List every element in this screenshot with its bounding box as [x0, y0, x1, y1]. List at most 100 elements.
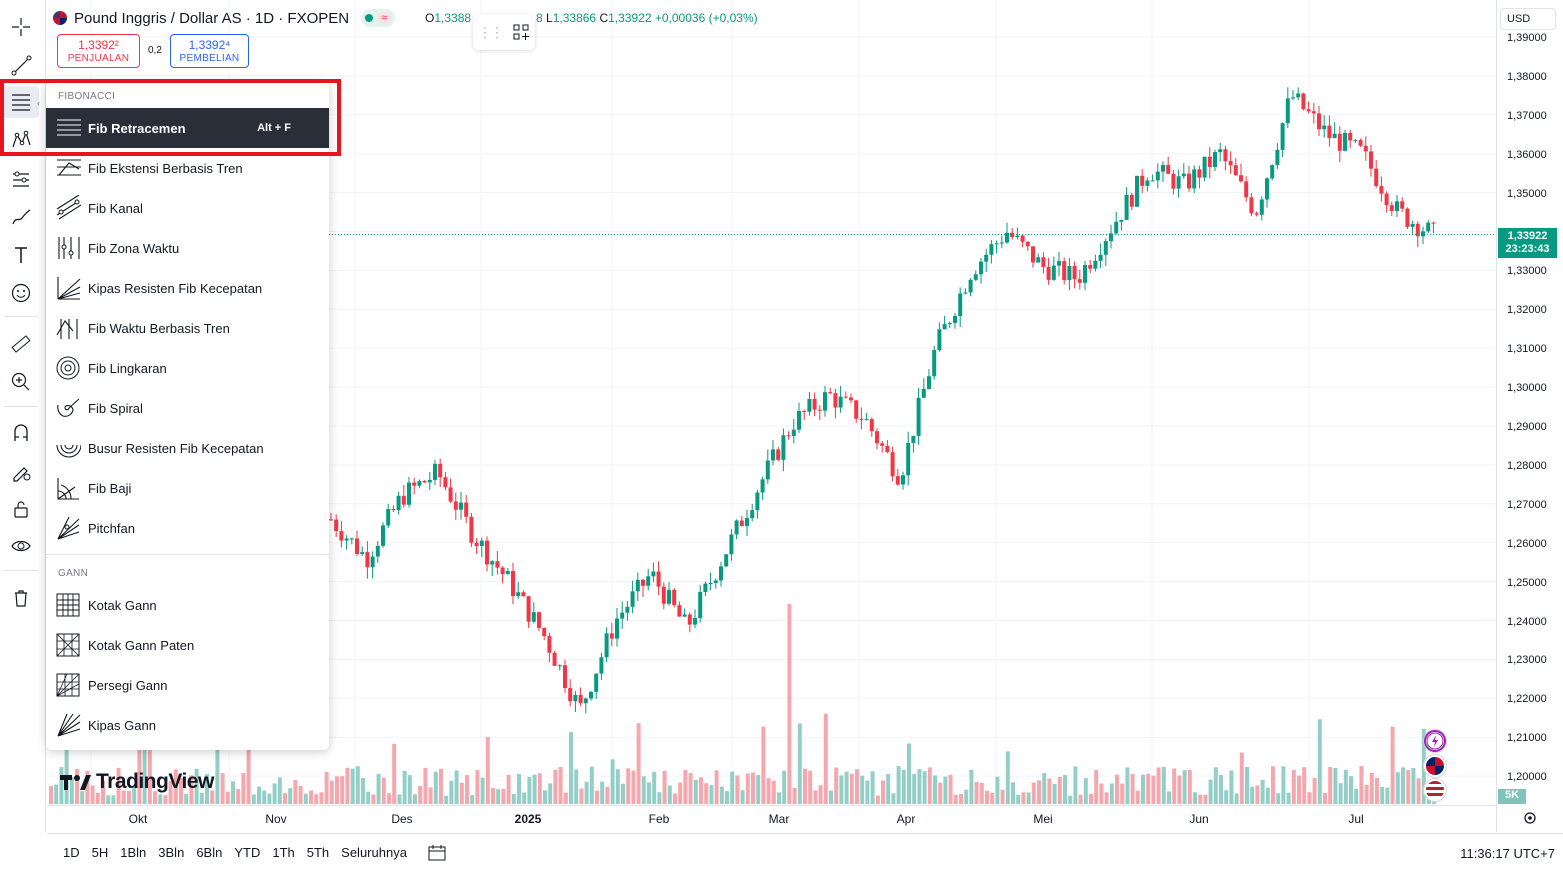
candle-body [370, 556, 375, 568]
menu-item-fib-channel[interactable]: Fib Kanal [46, 188, 329, 228]
candle-body [1327, 125, 1332, 139]
volume-bar [517, 774, 521, 804]
volume-bar [454, 770, 459, 804]
menu-item-gann-square[interactable]: Persegi Gann [46, 665, 329, 705]
volume-bar [64, 729, 69, 804]
clock[interactable]: 11:36:17 UTC+7 [1460, 846, 1555, 861]
gann-fan-icon [54, 711, 82, 739]
volume-bar [1364, 784, 1369, 804]
date-range-icon[interactable] [427, 843, 447, 863]
range-button[interactable]: 5Th [306, 845, 330, 860]
volume-bar [953, 794, 958, 804]
lock-icon[interactable] [3, 493, 39, 525]
fibonacci-tool-icon[interactable] [3, 86, 39, 118]
menu-item-gann-fan[interactable]: Kipas Gann [46, 705, 329, 745]
volume-bar [1338, 783, 1343, 804]
time-tick: Jun [1189, 812, 1209, 826]
range-button[interactable]: 1D [63, 845, 80, 860]
price-axis[interactable]: 1,390001,380001,370001,360001,350001,340… [1496, 0, 1563, 832]
menu-item-fib-trend-time[interactable]: Fib Waktu Berbasis Tren [46, 308, 329, 348]
candle-body [1171, 173, 1176, 189]
lock-drawing-icon[interactable] [3, 455, 39, 487]
volume-bar [350, 768, 355, 804]
candle-body [1301, 93, 1306, 110]
volume-bar [277, 777, 282, 804]
bottom-toolbar: 1D 5H 1Bln 3Bln 6Bln YTD 1Th 5Th Seluruhnya 11:3… [47, 833, 1563, 871]
range-button[interactable]: 5H [91, 845, 109, 860]
volume-bar [532, 774, 537, 804]
menu-item-gann-box[interactable]: Kotak Gann [46, 585, 329, 625]
fib-spiral-icon [54, 394, 82, 422]
volume-bar [75, 769, 79, 804]
volume-bar [933, 775, 937, 804]
floating-toolbar[interactable]: ⋮⋮ [473, 14, 535, 50]
volume-bar [1421, 729, 1426, 804]
crosshair-icon[interactable] [3, 11, 39, 43]
volume-bar [1291, 769, 1296, 804]
volume-bar [491, 787, 495, 804]
volume-bar [662, 770, 667, 804]
volume-bar [127, 790, 131, 804]
text-tool-icon[interactable] [3, 239, 39, 271]
currency-selector[interactable]: USD [1500, 8, 1556, 30]
trend-line-icon[interactable] [3, 49, 39, 81]
menu-item-fib-speed-fan[interactable]: Kipas Resisten Fib Kecepatan [46, 268, 329, 308]
candle-body [1057, 261, 1061, 266]
volume-bar [314, 794, 319, 804]
candle-body [776, 449, 781, 460]
pattern-tool-icon[interactable] [3, 124, 39, 156]
sell-button[interactable]: 1,3392² PENJUALAN [57, 34, 140, 68]
candle-body [672, 589, 677, 606]
price-tick: 1,28000 [1507, 459, 1547, 472]
drag-handle-icon[interactable]: ⋮⋮ [478, 23, 504, 40]
candle-body [630, 591, 635, 607]
market-status-badge[interactable]: ≈ [361, 9, 396, 27]
chart-settings-icon[interactable] [1521, 809, 1539, 827]
menu-item-fib-extension[interactable]: Fib Ekstensi Berbasis Tren [46, 148, 329, 188]
candle-body [1233, 165, 1238, 176]
menu-item-label: Kotak Gann [88, 597, 157, 613]
eye-icon[interactable] [3, 530, 39, 562]
volume-bar [428, 787, 433, 804]
menu-item-pitchfan[interactable]: Pitchfan [46, 508, 329, 548]
magnet-icon[interactable] [3, 417, 39, 449]
buy-button[interactable]: 1,3392⁴ PEMBELIAN [170, 34, 249, 68]
volume-bar [943, 776, 948, 804]
ruler-icon[interactable] [3, 328, 39, 360]
range-button[interactable]: Seluruhnya [341, 845, 407, 860]
menu-item-fib-speed-arcs[interactable]: Busur Resisten Fib Kecepatan [46, 428, 329, 468]
forecasting-tool-icon[interactable] [3, 163, 39, 195]
volume-bar [371, 794, 376, 804]
lightning-event-icon[interactable] [1424, 730, 1446, 752]
range-button[interactable]: 1Th [272, 845, 295, 860]
time-axis[interactable]: Okt Nov Des 2025 Feb Mar Apr Mei Jun Jul [47, 805, 1496, 832]
symbol-title[interactable]: Pound Inggris / Dollar AS · 1D · FXOPEN [74, 9, 350, 27]
candle-body [875, 431, 879, 444]
us-event-icon[interactable] [1424, 779, 1446, 801]
candle-body [1223, 149, 1228, 162]
tradingview-logo[interactable]: TradingView [58, 770, 214, 794]
menu-item-fib-time-zone[interactable]: Fib Zona Waktu [46, 228, 329, 268]
trash-icon[interactable] [3, 582, 39, 614]
candle-body [895, 476, 900, 485]
range-button[interactable]: 3Bln [158, 845, 185, 860]
uk-event-icon[interactable] [1424, 755, 1446, 777]
menu-item-fib-circles[interactable]: Fib Lingkaran [46, 348, 329, 388]
zoom-in-icon[interactable] [3, 366, 39, 398]
emoji-icon[interactable] [3, 277, 39, 309]
volume-bar [147, 730, 152, 804]
volume-bar [1390, 726, 1395, 804]
brush-icon[interactable] [3, 201, 39, 233]
candle-body [1114, 221, 1119, 234]
menu-item-fib-spiral[interactable]: Fib Spiral [46, 388, 329, 428]
range-button[interactable]: 6Bln [196, 845, 223, 860]
candle-body [542, 627, 547, 637]
menu-item-gann-fixed-box[interactable]: Kotak Gann Paten [46, 625, 329, 665]
menu-item-fib-retracement[interactable]: Fib Retracemen Alt + F [46, 108, 329, 148]
range-button[interactable]: 1Bln [120, 845, 147, 860]
range-button[interactable]: YTD [234, 845, 261, 860]
volume-bar [1250, 786, 1255, 804]
menu-item-fib-wedge[interactable]: Fib Baji [46, 468, 329, 508]
object-tree-icon[interactable] [512, 23, 530, 41]
volume-bar [1167, 791, 1171, 804]
